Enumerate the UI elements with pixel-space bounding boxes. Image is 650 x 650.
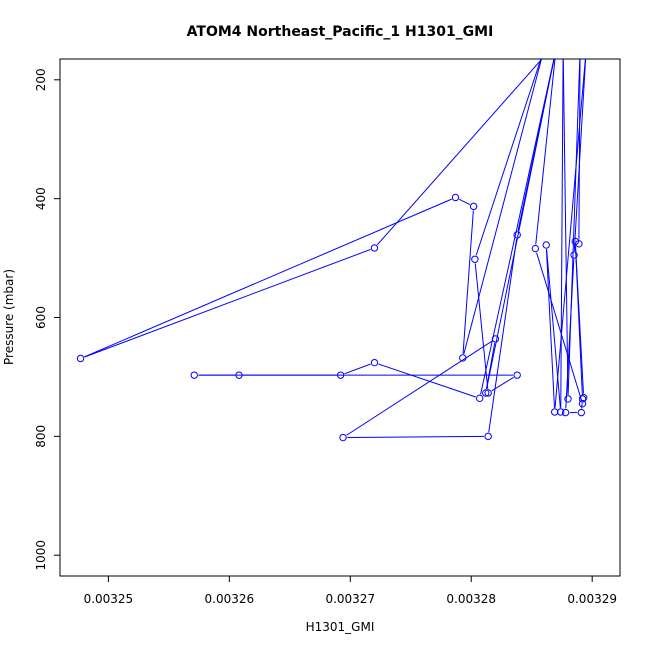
x-tick-label: 0.00325: [84, 592, 134, 606]
series-segment: [475, 59, 542, 256]
series-segment: [459, 198, 471, 205]
y-tick-label: 600: [34, 306, 48, 329]
series-segment: [463, 59, 542, 354]
data-point: [571, 237, 579, 246]
data-point: [570, 251, 578, 259]
data-point: [575, 240, 583, 248]
series-segment: [574, 245, 583, 395]
x-tick-label: 0.00328: [446, 592, 496, 606]
series-segment: [545, 249, 555, 408]
y-tick-label: 200: [34, 68, 48, 91]
series-segment: [546, 249, 561, 408]
series-segment: [573, 59, 587, 251]
data-point: [550, 408, 559, 416]
series-segment: [554, 59, 586, 408]
y-tick-label: 400: [34, 187, 48, 210]
data-point: [370, 358, 379, 367]
series-segment: [474, 263, 489, 389]
y-axis: 200 400 600 800 1000: [34, 68, 60, 570]
data-point: [557, 408, 565, 416]
data-point: [484, 389, 492, 397]
series-segment: [536, 252, 582, 400]
series-segment: [488, 238, 518, 433]
x-tick-label: 0.00327: [325, 592, 375, 606]
x-tick-label: 0.00329: [567, 592, 617, 606]
series-segment: [84, 248, 371, 358]
data-point: [339, 433, 347, 442]
data-point: [475, 394, 484, 403]
series-segment: [486, 59, 555, 389]
series-segment: [378, 363, 476, 398]
data-point: [578, 395, 587, 403]
series-segment: [562, 59, 569, 395]
chart-title: ATOM4 Northeast_Pacific_1 H1301_GMI: [187, 24, 494, 40]
series-segment: [578, 59, 581, 240]
data-point: [469, 202, 478, 211]
data-point: [531, 244, 540, 253]
series-segment: [347, 435, 484, 439]
x-axis: 0.00325 0.00326 0.00327 0.00328 0.00329: [84, 576, 617, 606]
data-point: [370, 244, 379, 252]
data-point: [564, 395, 572, 403]
x-axis-label: H1301_GMI: [306, 620, 375, 634]
data-point: [513, 371, 521, 379]
y-tick-label: 1000: [34, 540, 48, 571]
y-tick-label: 800: [34, 425, 48, 448]
data-point: [580, 394, 588, 402]
data-point: [451, 193, 460, 202]
series-segment: [480, 59, 555, 395]
data-point: [190, 371, 198, 379]
series-segment: [376, 59, 543, 246]
data-point: [459, 354, 467, 362]
data-point: [336, 371, 345, 379]
data-point: [235, 371, 243, 379]
data-point: [542, 241, 550, 249]
series-segment: [560, 59, 564, 408]
series-segment: [344, 363, 371, 375]
data-point: [484, 432, 492, 441]
data-point: [513, 231, 521, 239]
data-point: [561, 408, 570, 417]
series-segment: [462, 210, 474, 354]
series-segment: [84, 198, 452, 358]
y-axis-label: Pressure (mbar): [2, 269, 16, 365]
series-segment: [567, 59, 581, 395]
data-point: [471, 255, 479, 263]
x-tick-label: 0.00326: [205, 592, 255, 606]
series-group: [76, 59, 588, 442]
series-segment: [535, 59, 556, 245]
data-point: [577, 408, 585, 417]
data-point: [76, 354, 85, 363]
data-point: [482, 389, 490, 397]
plot-frame: [59, 58, 621, 577]
series-segment: [346, 340, 493, 436]
data-point: [491, 335, 500, 343]
